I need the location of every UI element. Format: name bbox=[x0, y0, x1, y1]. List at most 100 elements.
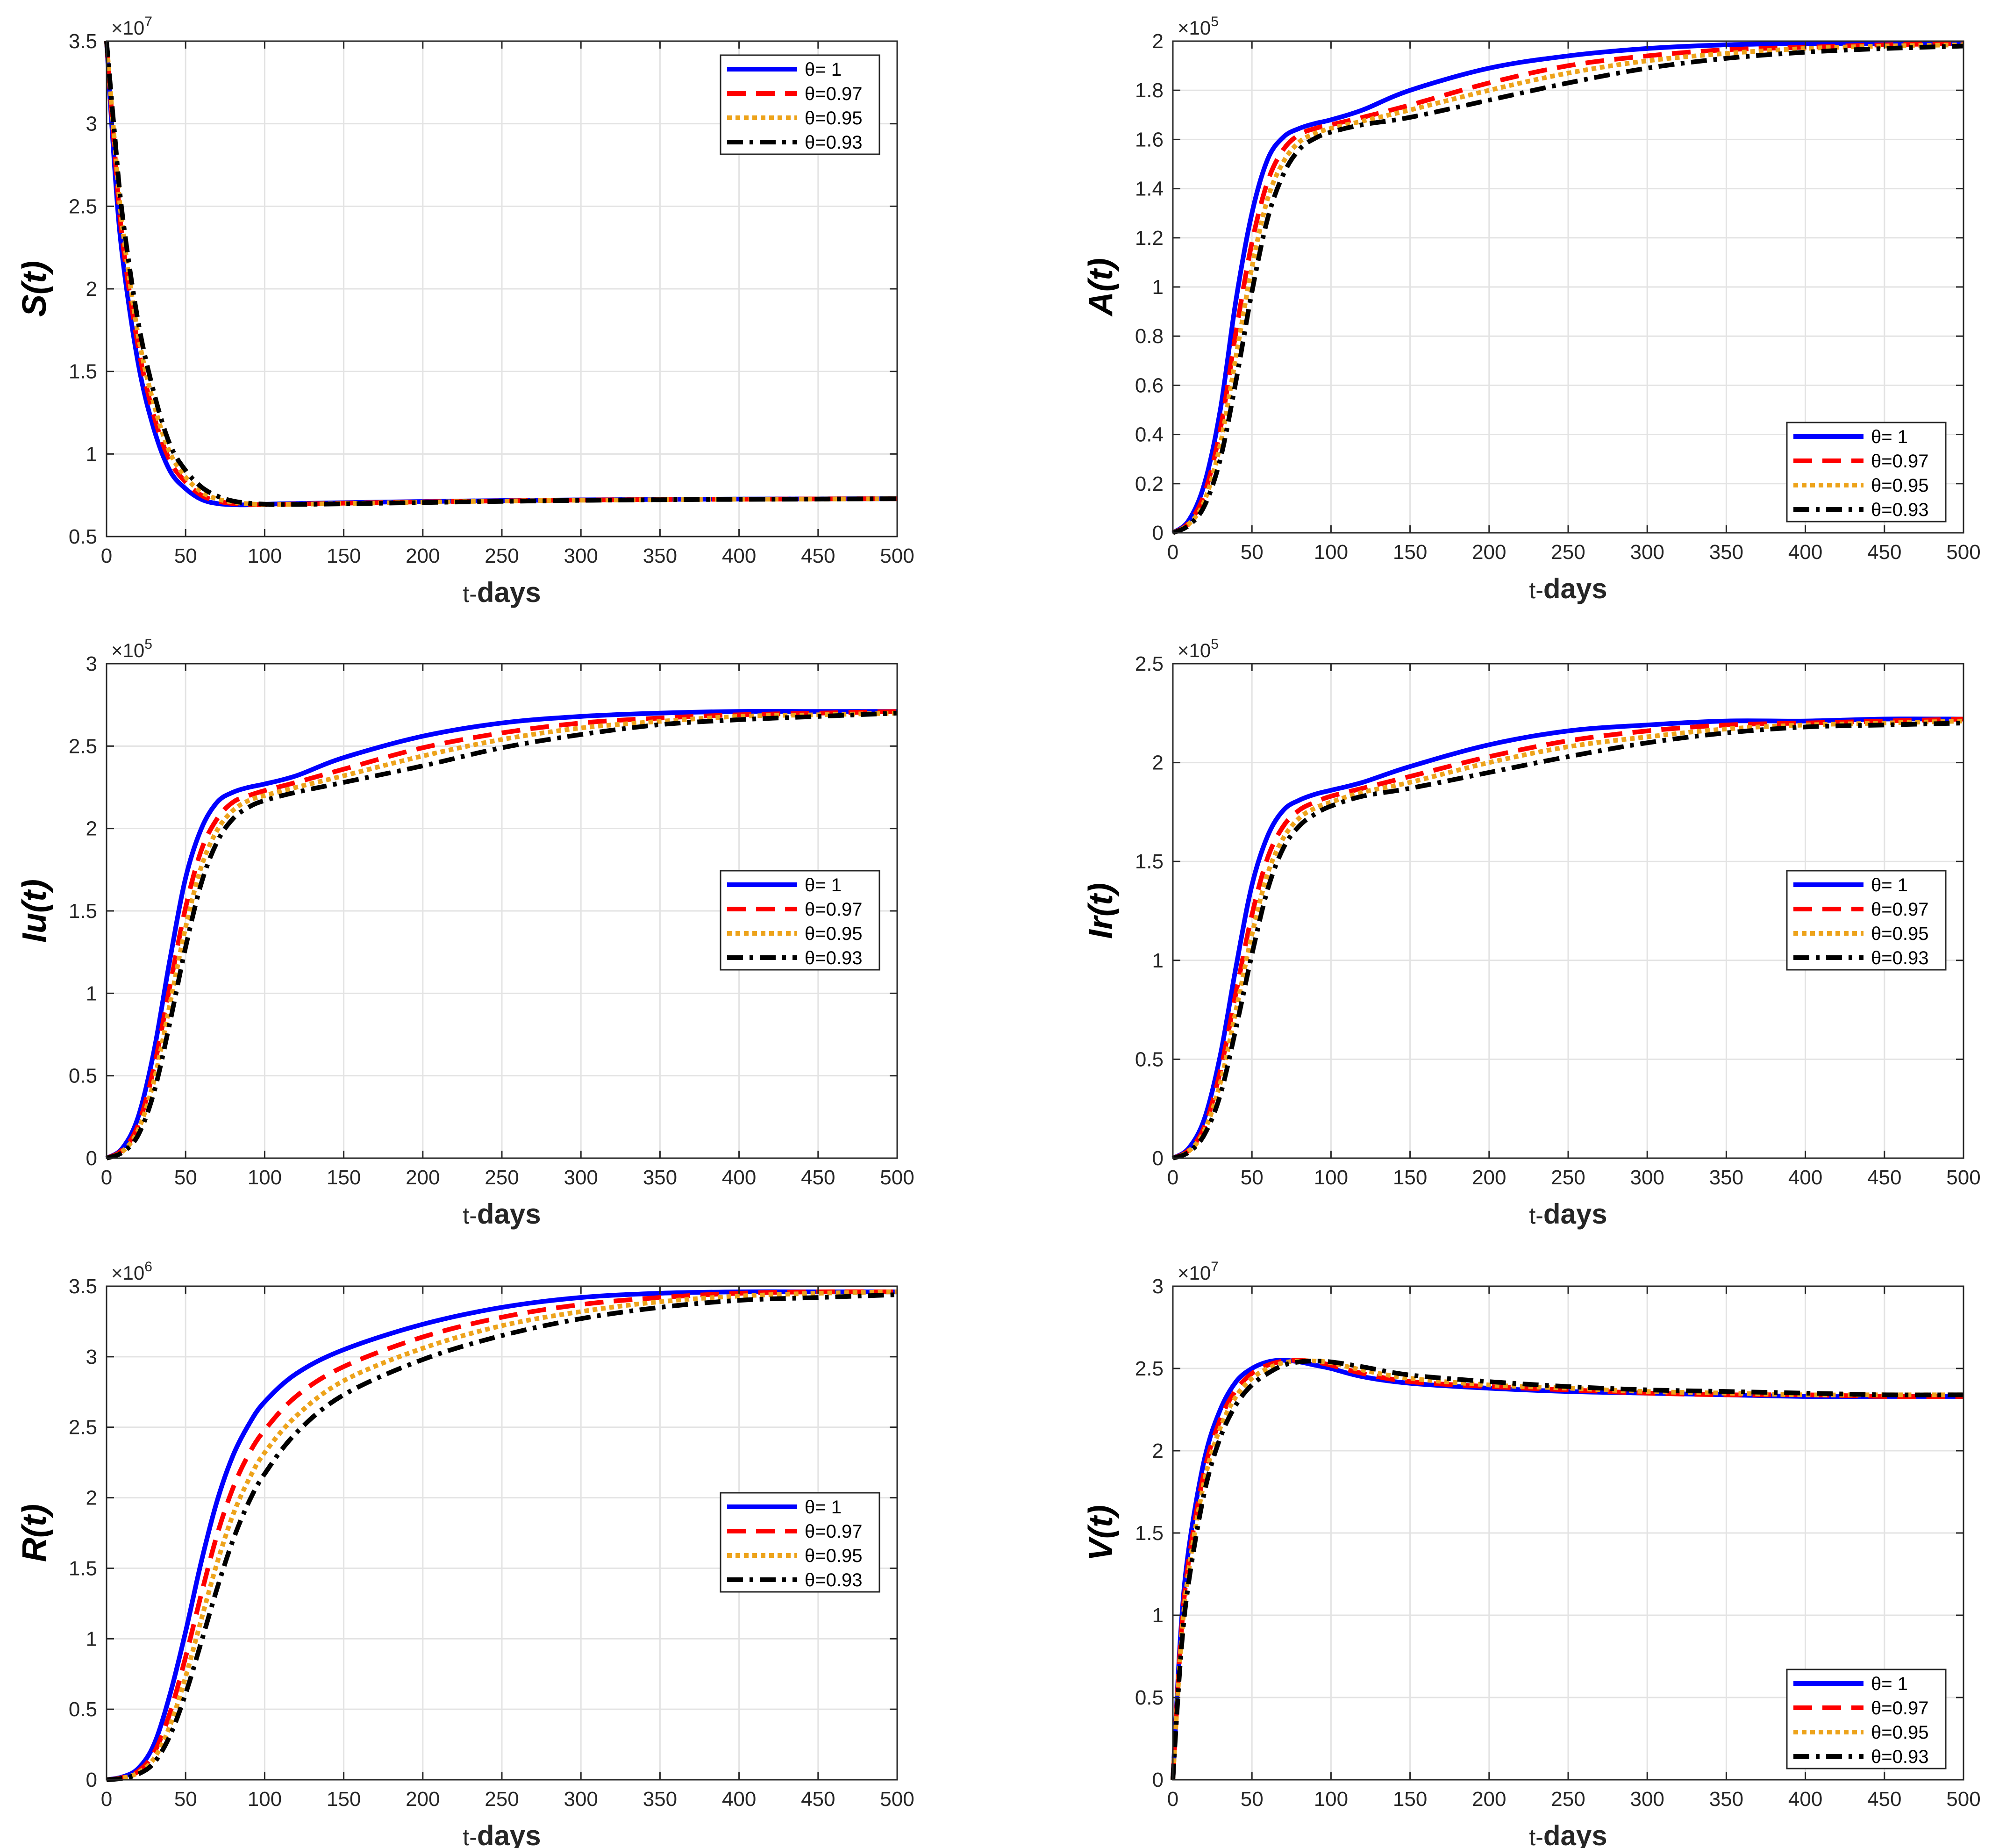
exponent-base: ×10 bbox=[111, 1262, 144, 1284]
series-line-4 bbox=[106, 710, 898, 1160]
legend: θ= 1 θ=0.97 θ=0.95 θ=0.93 bbox=[1786, 422, 1947, 523]
y-tick-label: 2 bbox=[1152, 752, 1164, 774]
legend-box bbox=[720, 54, 880, 155]
x-axis-label-bold: days bbox=[1543, 1820, 1607, 1848]
x-tick-label: 200 bbox=[406, 544, 440, 567]
legend: θ= 1 θ=0.97 θ=0.95 θ=0.93 bbox=[1786, 870, 1947, 971]
legend-entry-2: θ=0.97 bbox=[805, 1521, 862, 1542]
x-tick-label: 400 bbox=[722, 544, 756, 567]
series-line-2 bbox=[1171, 716, 1964, 1160]
x-tick-label: 500 bbox=[880, 544, 914, 567]
y-exponent-label: ×107 bbox=[1178, 1259, 1219, 1284]
x-tick-label: 450 bbox=[1867, 541, 1901, 564]
y-tick-label: 0 bbox=[1152, 1769, 1164, 1791]
x-tick-label: 500 bbox=[880, 1788, 914, 1811]
x-tick-label: 250 bbox=[1551, 1166, 1585, 1189]
x-tick-label: 50 bbox=[174, 544, 197, 567]
series-group bbox=[105, 709, 898, 1160]
x-tick-label: 500 bbox=[1946, 1788, 1980, 1811]
x-tick-label: 100 bbox=[248, 1166, 282, 1189]
x-tick-label: 450 bbox=[801, 1788, 835, 1811]
y-tick-label: 3 bbox=[86, 652, 97, 675]
x-tick-label: 300 bbox=[564, 1166, 598, 1189]
x-tick-label: 400 bbox=[722, 1788, 756, 1811]
x-tick-label: 500 bbox=[880, 1166, 914, 1189]
legend: θ= 1 θ=0.97 θ=0.95 θ=0.93 bbox=[720, 870, 880, 971]
exponent-base: ×10 bbox=[111, 17, 144, 39]
ticks: 0 50 100 150 200 250 300 350 400 450 500 0 0.5 1 1.5 2 2… bbox=[69, 652, 914, 1189]
y-axis-label: Iu(t) bbox=[16, 879, 53, 943]
x-tick-label: 200 bbox=[406, 1166, 440, 1189]
series-line-1 bbox=[1171, 716, 1964, 1160]
x-axis-label: t-days bbox=[1529, 1820, 1607, 1848]
series-group bbox=[1171, 41, 1964, 535]
y-tick-label: 1 bbox=[86, 982, 97, 1005]
legend-entry-3: θ=0.95 bbox=[805, 108, 862, 129]
series-group bbox=[1171, 716, 1964, 1160]
x-tick-label: 200 bbox=[1472, 1166, 1506, 1189]
y-tick-label: 0.5 bbox=[69, 1698, 97, 1721]
exponent-base: ×10 bbox=[1178, 639, 1211, 661]
x-tick-label: 400 bbox=[1788, 1788, 1822, 1811]
legend-entry-4: θ=0.93 bbox=[1871, 500, 1928, 520]
y-tick-label: 0 bbox=[86, 1147, 97, 1170]
y-tick-label: 3 bbox=[86, 1346, 97, 1368]
y-tick-label: 0.5 bbox=[1135, 1048, 1164, 1071]
x-tick-label: 100 bbox=[1314, 541, 1348, 564]
series-line-4 bbox=[104, 41, 898, 507]
y-tick-label: 2 bbox=[1152, 30, 1164, 53]
y-exponent-label: ×105 bbox=[111, 637, 152, 661]
x-tick-label: 400 bbox=[1788, 1166, 1822, 1189]
y-tick-label: 2.5 bbox=[1135, 652, 1164, 675]
x-axis-label-prefix: t- bbox=[463, 1824, 477, 1848]
y-tick-label: 1.2 bbox=[1135, 227, 1164, 250]
x-axis-label: t-days bbox=[463, 577, 541, 608]
y-tick-label: 0.8 bbox=[1135, 325, 1164, 348]
grid bbox=[106, 663, 898, 1159]
y-tick-label: 0.6 bbox=[1135, 374, 1164, 397]
y-tick-label: 3.5 bbox=[69, 1275, 97, 1298]
y-tick-label: 0 bbox=[1152, 1147, 1164, 1170]
x-tick-label: 300 bbox=[1630, 541, 1664, 564]
y-tick-label: 1 bbox=[1152, 949, 1164, 972]
x-tick-label: 350 bbox=[643, 544, 677, 567]
x-axis-label-bold: days bbox=[477, 1198, 541, 1230]
y-axis-label: S(t) bbox=[16, 261, 53, 317]
x-tick-label: 250 bbox=[1551, 1788, 1585, 1811]
y-tick-label: 0.4 bbox=[1135, 423, 1164, 446]
y-tick-label: 3 bbox=[1152, 1275, 1164, 1298]
x-tick-label: 150 bbox=[1393, 541, 1427, 564]
x-tick-label: 300 bbox=[564, 1788, 598, 1811]
y-tick-label: 0 bbox=[86, 1769, 97, 1791]
y-tick-label: 0.5 bbox=[69, 525, 97, 548]
x-tick-label: 150 bbox=[327, 544, 361, 567]
y-tick-label: 0.2 bbox=[1135, 473, 1164, 495]
x-tick-label: 350 bbox=[643, 1788, 677, 1811]
chart-panel-S: 0 50 100 150 200 250 300 350 400 450 500 0.5 1 1.5 2 2.… bbox=[16, 14, 914, 608]
x-axis-label-prefix: t- bbox=[463, 1203, 477, 1229]
legend-entry-4: θ=0.93 bbox=[1871, 948, 1928, 968]
x-tick-label: 450 bbox=[1867, 1788, 1901, 1811]
x-tick-label: 150 bbox=[1393, 1166, 1427, 1189]
x-tick-label: 350 bbox=[643, 1166, 677, 1189]
x-axis-label: t-days bbox=[1529, 1198, 1607, 1230]
exponent-base: ×10 bbox=[1178, 17, 1211, 39]
x-tick-label: 100 bbox=[248, 1788, 282, 1811]
legend-entry-2: θ=0.97 bbox=[1871, 451, 1928, 472]
x-tick-label: 100 bbox=[1314, 1166, 1348, 1189]
x-tick-label: 450 bbox=[1867, 1166, 1901, 1189]
legend-entry-4: θ=0.93 bbox=[805, 132, 862, 153]
y-tick-label: 3 bbox=[86, 113, 97, 136]
y-tick-label: 1 bbox=[1152, 1604, 1164, 1627]
series-line-4 bbox=[1172, 720, 1964, 1160]
y-tick-label: 1.5 bbox=[69, 900, 97, 923]
x-tick-label: 450 bbox=[801, 544, 835, 567]
series-line-4 bbox=[1171, 43, 1964, 535]
x-tick-label: 50 bbox=[174, 1166, 197, 1189]
legend-entry-3: θ=0.95 bbox=[1871, 1722, 1928, 1743]
exponent-power: 7 bbox=[144, 14, 152, 29]
legend-entry-1: θ= 1 bbox=[805, 1497, 842, 1518]
x-tick-label: 200 bbox=[1472, 1788, 1506, 1811]
x-tick-label: 300 bbox=[1630, 1788, 1664, 1811]
